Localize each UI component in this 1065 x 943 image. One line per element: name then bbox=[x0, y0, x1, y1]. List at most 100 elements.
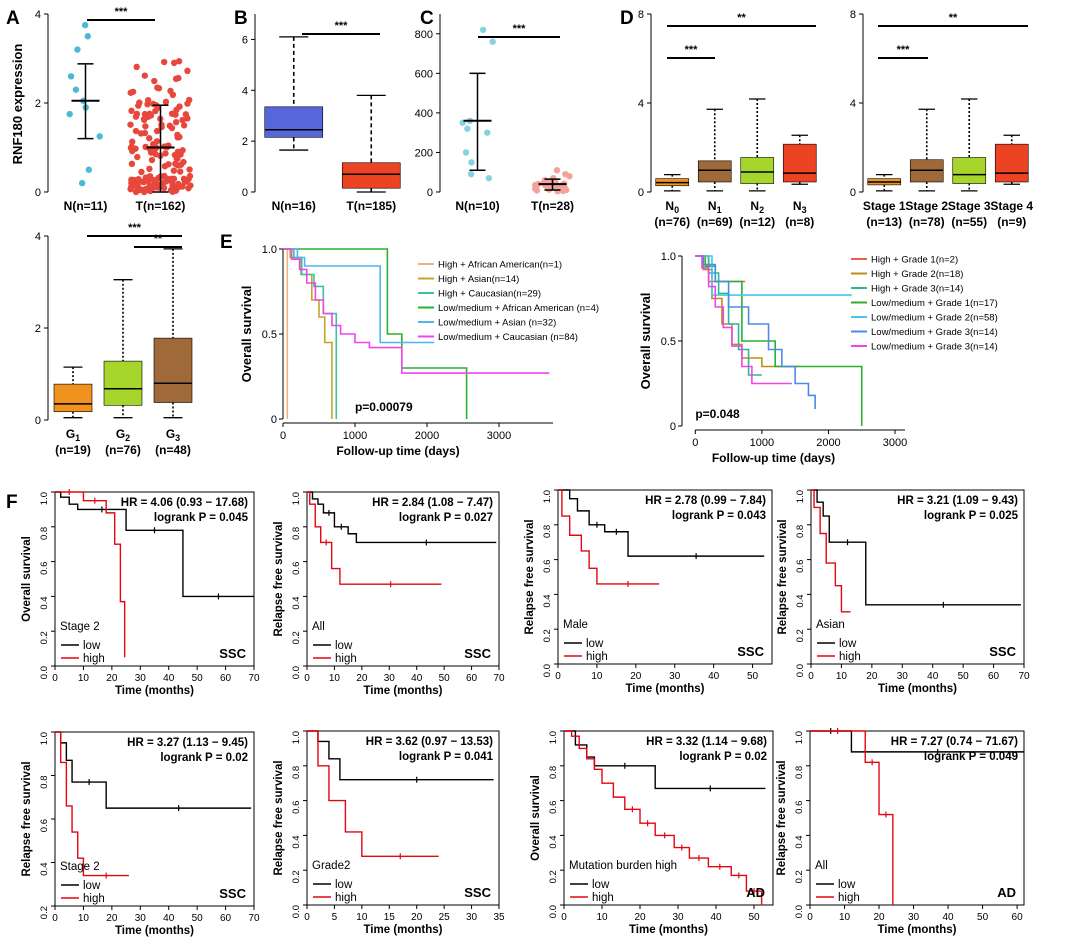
panel-a-scatter-point bbox=[135, 102, 142, 109]
panel-f-8-frame bbox=[809, 730, 1025, 906]
panel-c-point bbox=[566, 172, 573, 180]
panel-e-left-y-tick-label: 0 bbox=[271, 414, 277, 426]
panel-f-3-y-tick-label: 0.2 bbox=[542, 629, 553, 642]
panel-e-left-x-label: Follow-up time (days) bbox=[336, 444, 459, 458]
panel-f-4: 0.0 0.2 0.4 0.6 0.8 1.0 0 10 20 30 40 50 60 70 Time (m… bbox=[777, 489, 1030, 695]
panel-c-point bbox=[479, 26, 487, 34]
panel-e-right-x-label: Follow-up time (days) bbox=[712, 451, 835, 465]
panel-e-left-series-line bbox=[283, 248, 289, 419]
panel-f-7-x-tick-label: 30 bbox=[672, 912, 684, 923]
panel-a-scatter-point bbox=[129, 138, 136, 145]
panel-d-left-x-n: (n=8) bbox=[785, 215, 814, 229]
panel-d-left-sig1-label: ** bbox=[737, 12, 746, 24]
panel-f-5-logrank: logrank P = 0.02 bbox=[160, 752, 248, 764]
panel-b-y-tick-label: 0 bbox=[242, 187, 248, 199]
panel-c-point bbox=[554, 188, 561, 195]
panel-f-6-y-tick-label: 0.8 bbox=[291, 766, 302, 779]
panel-e-left-x-tick-label: 2000 bbox=[415, 430, 439, 442]
panel-d-right-y-tick-label: 4 bbox=[850, 98, 856, 110]
panel-f-2-y-label: Relapse free survival bbox=[273, 521, 285, 636]
panel-f-6-frame bbox=[306, 730, 500, 906]
panel-d-left-box bbox=[740, 157, 775, 184]
panel-a-scatter-point bbox=[182, 111, 190, 118]
panel-f-1-x-tick-label: 50 bbox=[192, 673, 204, 684]
panel-f-8-y-tick-label: 0.0 bbox=[794, 905, 805, 918]
panel-f-4-y-tick-label: 1.0 bbox=[795, 490, 806, 503]
panel-e-right-x-tick-label: 0 bbox=[692, 437, 698, 449]
panel-f-5-y-tick-label: 1.0 bbox=[39, 732, 50, 745]
panel-a-scatter-point bbox=[162, 150, 169, 157]
panel-f-6-legend-low: low bbox=[335, 879, 353, 891]
panel-a-scatter-point bbox=[176, 133, 183, 141]
panel-f-8-x-tick-label: 30 bbox=[908, 912, 920, 923]
panel-d-right-x-n: (n=13) bbox=[866, 215, 902, 229]
panel-d-left-y-tick-label: 4 bbox=[638, 98, 644, 110]
panel-a-scatter-point bbox=[175, 58, 183, 65]
panel-c-sig-label: *** bbox=[513, 23, 527, 35]
panel-a-box-box bbox=[153, 337, 193, 403]
panel-f-8-legend-high: high bbox=[838, 892, 860, 904]
panel-f-4-x-tick-label: 0 bbox=[808, 671, 814, 682]
panel-f-3-x-tick-label: 40 bbox=[708, 671, 720, 682]
panel-f-2: 0.0 0.2 0.4 0.6 0.8 1.0 0 10 20 30 40 50 60 70 Time (m… bbox=[273, 491, 505, 697]
panel-f-1-y-tick-label: 0.8 bbox=[39, 527, 50, 540]
panel-e-right-y-tick-label: 0.5 bbox=[661, 336, 676, 348]
panel-f-2-y-tick-label: 0.0 bbox=[291, 666, 302, 679]
panel-a-sig-label: *** bbox=[115, 6, 129, 18]
panel-a-scatter-point bbox=[84, 33, 91, 40]
panel-f-5-x-tick-label: 40 bbox=[163, 913, 175, 924]
panel-f-6-y-tick-label: 0.6 bbox=[291, 801, 302, 814]
panel-e-right-x-tick-label: 1000 bbox=[750, 437, 774, 449]
panel-c-y-tick-label: 800 bbox=[415, 29, 433, 41]
panel-f-3-y-label: Relapse free survival bbox=[524, 519, 536, 634]
panel-f-1-y-label: Overall survival bbox=[21, 536, 33, 622]
panel-f-3-logrank: logrank P = 0.043 bbox=[672, 510, 766, 522]
panel-f-7-y-tick-label: 0.0 bbox=[548, 905, 559, 918]
panel-f-3-x-tick-label: 30 bbox=[669, 671, 681, 682]
panel-a-scatter-point bbox=[160, 184, 168, 192]
panel-a-scatter-point bbox=[170, 167, 178, 174]
panel-a-scatter-point bbox=[166, 122, 173, 129]
panel-a-scatter-point bbox=[186, 172, 194, 180]
panel-f-2-x-tick-label: 40 bbox=[411, 673, 423, 684]
panel-f-4-x-tick-label: 30 bbox=[897, 671, 909, 682]
panel-f-8-y-tick-label: 0.4 bbox=[794, 835, 805, 848]
panel-f-1-legend-low: low bbox=[83, 640, 101, 652]
panel-f-4-logrank: logrank P = 0.025 bbox=[924, 510, 1019, 522]
panel-f-6-y-label: Relapse free survival bbox=[273, 760, 285, 875]
panel-f-3-high-curve bbox=[558, 489, 660, 585]
panel-f-3-x-tick-label: 50 bbox=[747, 671, 759, 682]
panel-f-4-y-tick-label: 0.4 bbox=[795, 594, 806, 607]
panel-c-point bbox=[467, 171, 475, 178]
panel-f-7-x-tick-label: 40 bbox=[710, 912, 722, 923]
panel-d-left-x-n: (n=69) bbox=[697, 215, 733, 229]
panel-f-5: 0.2 0.4 0.6 0.8 1.0 0 10 20 30 40 50 60 70 Time (mont… bbox=[21, 731, 260, 937]
panel-e-right-y-label: Overall survival bbox=[638, 293, 653, 390]
panel-f-7-low-curve bbox=[564, 730, 766, 790]
panel-f-4-frame bbox=[810, 489, 1025, 665]
panel-f-8-tag: AD bbox=[997, 885, 1016, 900]
panel-a-scatter-point bbox=[153, 127, 161, 135]
panel-f-1-hr: HR = 4.06 (0.93 − 17.68) bbox=[121, 497, 248, 509]
panel-f-4-x-tick-label: 40 bbox=[927, 671, 939, 682]
panel-f-5-legend-high: high bbox=[83, 893, 105, 905]
panel-f-2-x-tick-label: 60 bbox=[466, 673, 478, 684]
panel-f-8-x-tick-label: 40 bbox=[943, 912, 955, 923]
panel-d-left-x-n: (n=76) bbox=[654, 215, 690, 229]
panel-a-scatter-point bbox=[74, 46, 81, 53]
panel-f-6-y-tick-label: 0.0 bbox=[291, 905, 302, 918]
panel-f-6-subgroup: Grade2 bbox=[312, 860, 350, 872]
panel-e-left-legend-label: High + Caucasian(n=29) bbox=[438, 289, 541, 300]
panel-letter-c: C bbox=[420, 8, 434, 29]
panel-f-4-y-tick-label: 0.6 bbox=[795, 560, 806, 573]
panel-f-2-logrank: logrank P = 0.027 bbox=[399, 512, 493, 524]
panel-c-point bbox=[485, 174, 493, 182]
panel-a-scatter-point bbox=[177, 168, 184, 175]
panel-f-8-x-tick-label: 20 bbox=[873, 912, 885, 923]
panel-a-scatter-point bbox=[184, 100, 191, 107]
panel-c-point bbox=[462, 149, 470, 156]
panel-f-1-x-tick-label: 0 bbox=[52, 673, 58, 684]
panel-c-point bbox=[489, 38, 496, 45]
panel-a-scatter-y-tick-label: 4 bbox=[35, 9, 41, 21]
